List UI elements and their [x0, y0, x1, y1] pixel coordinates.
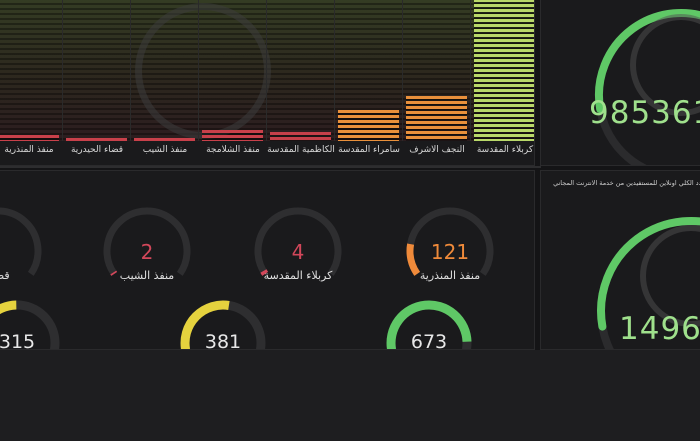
- bar-column: [267, 0, 335, 141]
- gauge-name: منفذ المنذرية: [420, 269, 480, 282]
- bar-label: النجف الاشرف: [409, 145, 465, 155]
- bar-column: [403, 0, 471, 141]
- big-gauge-value: 315: [0, 331, 35, 350]
- online-users-caption: العدد الكلي اونلاين للمستفيدين من خدمة ا…: [553, 179, 700, 187]
- bar[interactable]: [474, 0, 534, 141]
- online-users-value: 1496: [619, 311, 700, 347]
- bar[interactable]: [66, 138, 127, 141]
- bar[interactable]: [406, 96, 467, 141]
- gauge-name: كربلاء المقدسة: [264, 269, 334, 282]
- gauge-track: [0, 207, 42, 276]
- total-counter-value: 985361: [589, 95, 700, 131]
- gauge-value: 4: [292, 240, 305, 264]
- big-gauge-value: 381: [205, 331, 241, 350]
- bar[interactable]: [270, 132, 331, 141]
- divider: [0, 166, 541, 168]
- bar-label: منفذ الشيب: [142, 145, 188, 155]
- bar[interactable]: [0, 135, 59, 141]
- bar-label: الكاظمية المقدسة: [267, 145, 335, 155]
- gauge-arc: [110, 270, 118, 276]
- dashboard: منفذ المنذرية قضاء الحيدرية منفذ الشيب منفذ…: [0, 0, 700, 350]
- big-gauge-track: [0, 300, 60, 349]
- total-counter-gauge: [594, 9, 700, 165]
- bar-column: [131, 0, 199, 141]
- bar-column: [0, 0, 63, 141]
- bar-label: منفذ الشلامجة: [206, 145, 260, 155]
- bar-label: منفذ المنذرية: [4, 145, 54, 155]
- bar[interactable]: [202, 130, 263, 141]
- gauge-arc: [260, 269, 269, 276]
- gauge-arc: [406, 243, 421, 276]
- gauge-track: [254, 207, 342, 276]
- bar-column: [63, 0, 131, 141]
- big-gauge-arc: [180, 300, 230, 349]
- gauges-panel: 121 منفذ المنذرية 4 كربلاء المقدسة 2 منفذ الش…: [0, 170, 535, 350]
- bar-column: [199, 0, 267, 141]
- bar-label: قضاء الحيدرية: [70, 145, 124, 155]
- total-counter-panel: 985361: [540, 0, 700, 166]
- bar[interactable]: [338, 110, 399, 141]
- bar[interactable]: [134, 138, 195, 141]
- online-users-panel: العدد الكلي اونلاين للمستفيدين من خدمة ا…: [540, 170, 700, 350]
- gauge-name: منفذ الشيب: [120, 269, 174, 282]
- bar-label: كربلاء المقدسة: [476, 145, 534, 155]
- bar-label: سامراء المقدسة: [338, 145, 400, 155]
- bar-chart: [0, 0, 534, 141]
- big-gauge-value: 673: [411, 331, 447, 350]
- gauge-value: 121: [431, 240, 469, 264]
- online-users-gauge: [597, 217, 700, 349]
- gauges-svg: 121 منفذ المنذرية 4 كربلاء المقدسة 2 منفذ الش…: [0, 207, 494, 350]
- gauge-name: قضاء: [0, 269, 10, 282]
- big-gauge-arc: [0, 300, 17, 315]
- bar-chart-panel: منفذ المنذرية قضاء الحيدرية منفذ الشيب منفذ…: [0, 0, 535, 166]
- gauge-value: 2: [141, 240, 154, 264]
- bottom-bar: [0, 350, 700, 441]
- big-gauge-arc: [386, 300, 472, 349]
- bar-column: [335, 0, 403, 141]
- gauge-track: [103, 207, 191, 276]
- bar-column: [471, 0, 534, 141]
